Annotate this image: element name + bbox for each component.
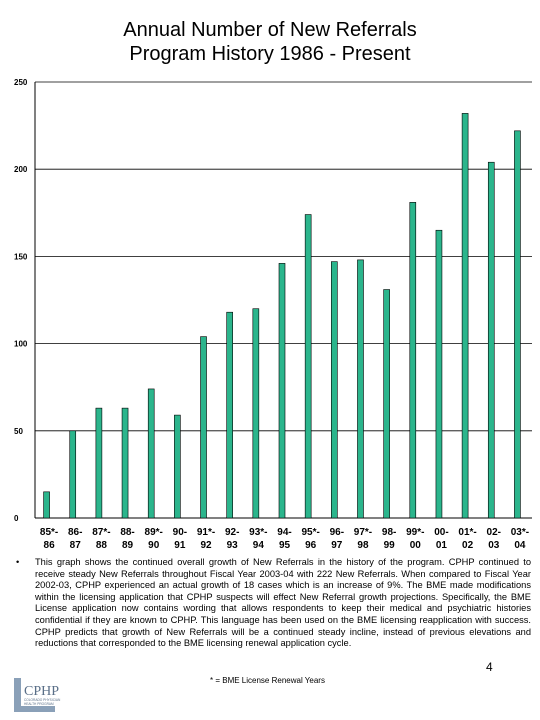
bar-chart: 0 50 100 150 200 250 85*- 86 86- 87 87*- 88 88- 89 89… [14,78,532,551]
x-tick-label: 87*- [92,527,110,538]
x-tick-label: 03 [488,540,500,551]
x-tick-label: 98- [382,527,396,538]
bars [43,113,521,519]
bar [43,491,50,519]
bar [95,407,103,519]
x-tick-label: 90- [173,527,187,538]
bar [69,430,77,519]
x-tick-label: 86- [68,527,82,538]
y-tick-label: 250 [14,78,28,87]
bar [304,214,312,519]
x-tick-label: 03*- [511,527,529,538]
bar [487,161,495,519]
x-tick-label: 99*- [406,527,424,538]
x-tick-label: 91*- [197,527,215,538]
x-tick-label: 99 [384,540,396,551]
chart-title-line-1: Annual Number of New Referrals [123,19,417,41]
cphp-logo: CPHP COLORADO PHYSICIAN HEALTH PROGRAM [14,678,61,712]
x-tick-label: 88- [120,527,134,538]
x-tick-label: 87 [70,540,82,551]
x-tick-label: 98 [357,540,369,551]
notes-text: This graph shows the continued overall g… [35,557,531,649]
x-tick-label: 01*- [458,527,476,538]
logo-tagline-1: COLORADO PHYSICIAN [24,698,61,702]
x-tick-label: 91 [174,540,186,551]
x-tick-label: 96 [305,540,317,551]
x-tick-label: 94 [253,540,265,551]
x-tick-label: 02- [487,527,501,538]
bar [383,289,390,519]
x-tick-label: 97 [331,540,343,551]
x-tick-label: 96- [330,527,344,538]
bar [252,308,260,519]
y-tick-label: 200 [14,165,28,174]
chart-title: Annual Number of New Referrals Program H… [0,18,540,66]
bar [147,388,155,519]
bar [121,407,129,519]
x-tick-label: 85*- [40,527,58,538]
bar [461,113,469,519]
y-tick-label: 0 [14,514,19,523]
page-number: 4 [486,660,493,674]
bar [226,311,233,519]
x-tick-label: 90 [148,540,160,551]
x-tick-label: 00- [434,527,448,538]
logo-text: CPHP [24,684,59,699]
x-tick-label: 00 [410,540,422,551]
x-tick-label: 94- [277,527,291,538]
x-tick-label: 88 [96,540,108,551]
x-tick-label: 95*- [301,527,319,538]
x-tick-label: 97*- [354,527,372,538]
x-tick-label: 89 [122,540,134,551]
bar [174,414,181,519]
x-tick-label: 93 [227,540,239,551]
y-tick-label: 150 [14,252,28,261]
x-tick-label: 95 [279,540,291,551]
chart-title-line-2: Program History 1986 - Present [129,43,411,65]
footnote: * = BME License Renewal Years [210,676,325,685]
bar [409,202,417,519]
x-tick-label: 02 [462,540,474,551]
x-tick-label: 04 [514,540,526,551]
logo-tagline-2: HEALTH PROGRAM [24,702,54,706]
x-tick-label: 86 [44,540,56,551]
bar [357,259,364,519]
y-tick-label: 50 [14,427,23,436]
bar [278,263,286,519]
x-tick-label: 92 [200,540,212,551]
bar [200,336,207,519]
y-tick-label: 100 [14,340,28,349]
y-tick-labels: 0 50 100 150 200 250 [14,78,28,523]
bar [331,261,338,519]
bar [435,229,443,519]
x-tick-label: 89*- [145,527,163,538]
x-tick-label: 93*- [249,527,267,538]
bullet-dot: • [16,557,20,567]
x-tick-label: 92- [225,527,239,538]
bar [514,130,521,519]
x-tick-label: 01 [436,540,448,551]
x-tick-labels: 85*- 86 86- 87 87*- 88 88- 89 89*- 90 90- 91 91*- 92 9… [40,527,529,551]
